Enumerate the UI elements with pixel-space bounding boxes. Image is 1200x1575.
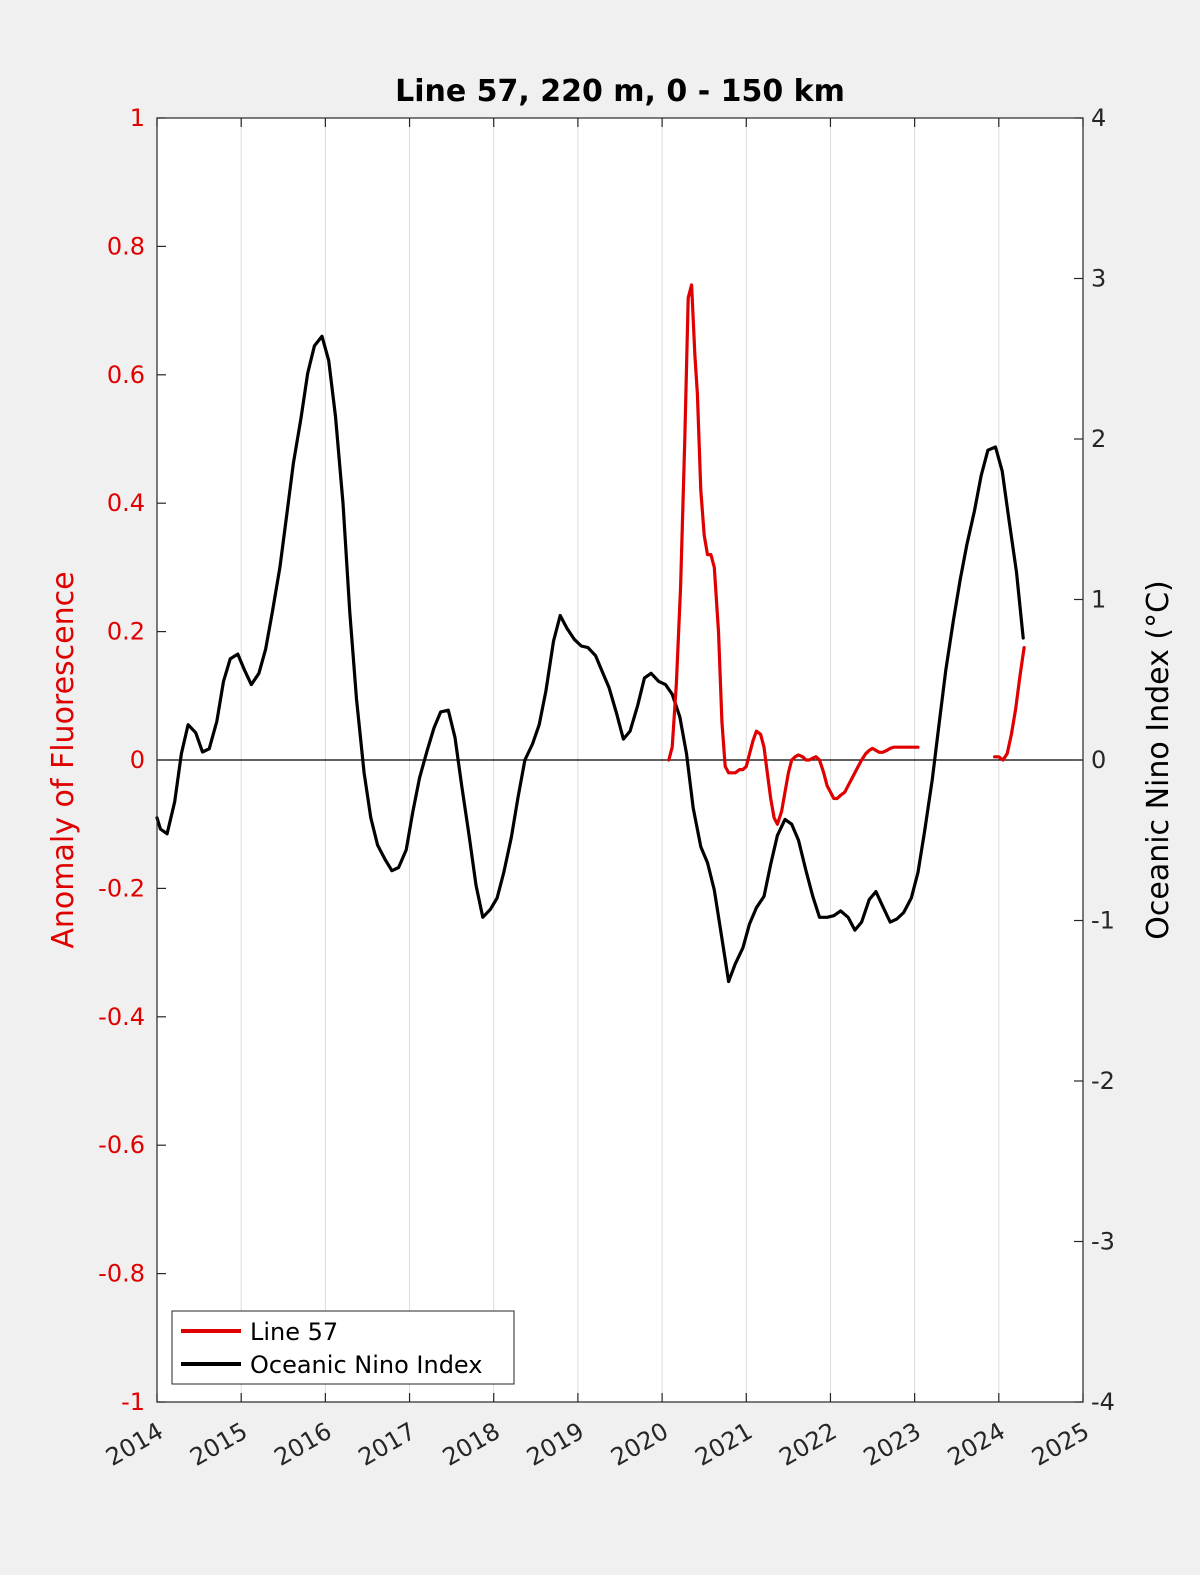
y-left-tick-label: 0.2	[107, 618, 145, 646]
series-line-line-57	[992, 645, 1026, 762]
legend-label-oni: Oceanic Nino Index	[250, 1351, 482, 1379]
y-left-tick-label: -0.2	[98, 874, 145, 902]
legend-box	[171, 1310, 515, 1385]
x-tick-label: 2024	[943, 1417, 1010, 1472]
y-axis-left: -1 -0.8 -0.6 -0.4 -0.2 0 0.2 0.4 0.6 0.8 1	[98, 104, 166, 1416]
y-axis-right: -4 -3 -2 -1 0 1 2 3 4	[1074, 104, 1115, 1416]
legend-label-line-57: Line 57	[250, 1318, 338, 1346]
y-left-tick-label: 0.6	[107, 361, 145, 389]
series-lines	[155, 283, 1026, 984]
y-left-tick-label: -1	[121, 1388, 145, 1416]
y-right-tick-label: -3	[1091, 1228, 1115, 1256]
x-tick-label: 2019	[522, 1417, 589, 1472]
y-right-tick-label: 1	[1091, 586, 1106, 614]
x-tick-label: 2016	[269, 1417, 336, 1472]
y-right-tick-label: -4	[1091, 1388, 1115, 1416]
x-tick-label: 2025	[1027, 1417, 1094, 1472]
y-left-tick-label: -0.8	[98, 1260, 145, 1288]
series-line-line-57	[667, 283, 920, 826]
y-axis-right-title: Oceanic Nino Index (°C)	[1141, 580, 1176, 940]
y-left-tick-label: 0	[130, 746, 145, 774]
x-tick-label: 2017	[354, 1417, 421, 1472]
y-left-tick-label: 0.8	[107, 232, 145, 260]
y-right-tick-label: 3	[1091, 265, 1106, 293]
y-right-tick-label: -1	[1091, 907, 1115, 935]
x-tick-label: 2022	[775, 1417, 842, 1472]
x-tick-label: 2014	[101, 1417, 168, 1472]
y-left-tick-label: 0.4	[107, 489, 145, 517]
y-left-tick-label: -0.4	[98, 1003, 145, 1031]
x-tick-label: 2023	[859, 1417, 926, 1472]
chart-title: Line 57, 220 m, 0 - 150 km	[395, 74, 845, 109]
y-right-tick-label: 2	[1091, 425, 1106, 453]
y-axis-left-title: Anomaly of Fluorescence	[46, 571, 81, 948]
y-right-tick-label: -2	[1091, 1067, 1115, 1095]
series-line-oceanic-nino-index	[155, 334, 1025, 984]
y-left-tick-label: 1	[130, 104, 145, 132]
y-right-tick-label: 4	[1091, 104, 1106, 132]
x-tick-label: 2021	[690, 1417, 757, 1472]
y-left-tick-label: -0.6	[98, 1131, 145, 1159]
x-tick-label: 2018	[438, 1417, 505, 1472]
x-tick-label: 2015	[185, 1417, 252, 1472]
legend: Line 57 Oceanic Nino Index	[171, 1310, 515, 1385]
y-right-tick-label: 0	[1091, 746, 1106, 774]
x-tick-label: 2020	[606, 1417, 673, 1472]
